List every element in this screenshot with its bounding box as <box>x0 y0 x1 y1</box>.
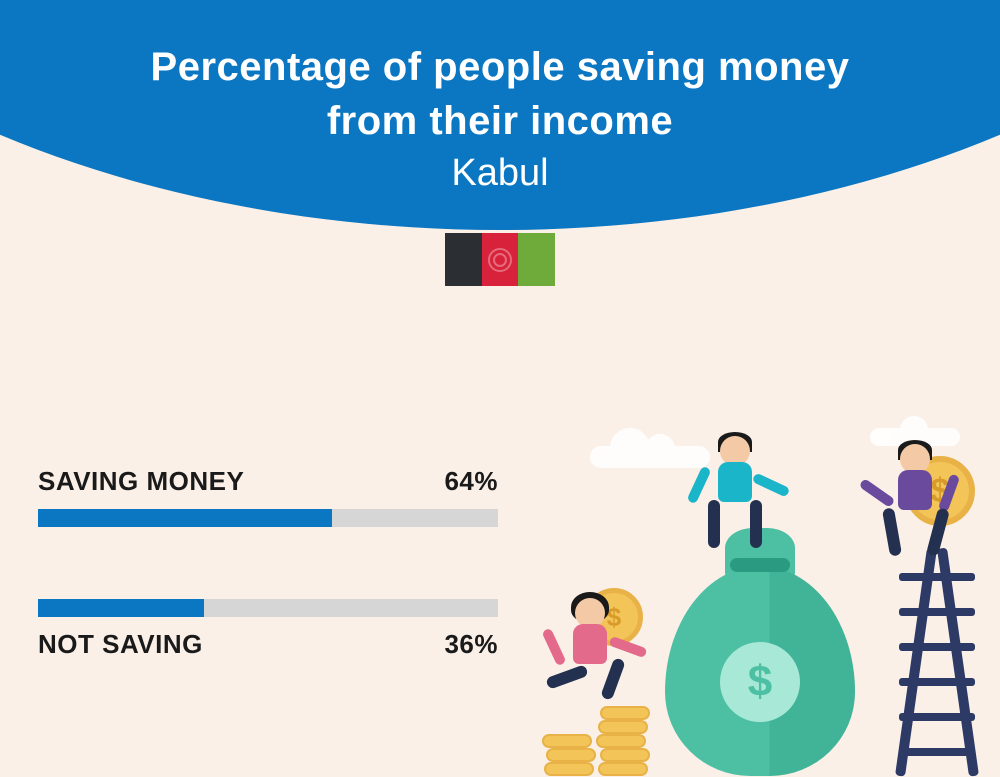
bar-label: NOT SAVING <box>38 629 203 660</box>
bar-label-row: SAVING MONEY 64% <box>38 466 498 497</box>
dollar-sign-icon: $ <box>720 642 800 722</box>
person-icon <box>880 444 950 564</box>
cloud-icon <box>590 446 710 468</box>
percentage-bars: SAVING MONEY 64% NOT SAVING 36% <box>38 466 498 732</box>
bar-track <box>38 599 498 617</box>
bar-fill <box>38 509 332 527</box>
money-bag-icon: $ <box>665 566 855 776</box>
bar-value: 36% <box>444 629 498 660</box>
flag-stripe-red <box>482 233 519 286</box>
bar-label: SAVING MONEY <box>38 466 244 497</box>
person-icon <box>700 436 770 556</box>
title-line-1: Percentage of people saving money <box>151 45 850 89</box>
page-subtitle: Kabul <box>0 152 1000 195</box>
ladder-icon <box>889 546 985 776</box>
bar-label-row: NOT SAVING 36% <box>38 629 498 660</box>
page-title: Percentage of people saving money from t… <box>0 40 1000 148</box>
savings-illustration: $ <box>550 416 990 776</box>
bar-fill <box>38 599 204 617</box>
flag-stripe-green <box>518 233 555 286</box>
flag-stripe-black <box>445 233 482 286</box>
bar-not-saving: NOT SAVING 36% <box>38 599 498 660</box>
bar-track <box>38 509 498 527</box>
bar-saving-money: SAVING MONEY 64% <box>38 466 498 527</box>
person-icon <box>555 598 625 718</box>
title-line-2: from their income <box>327 99 673 143</box>
flag-afghanistan-icon <box>445 233 555 286</box>
header: Percentage of people saving money from t… <box>0 40 1000 195</box>
bar-value: 64% <box>444 466 498 497</box>
flag-emblem-icon <box>488 248 512 272</box>
